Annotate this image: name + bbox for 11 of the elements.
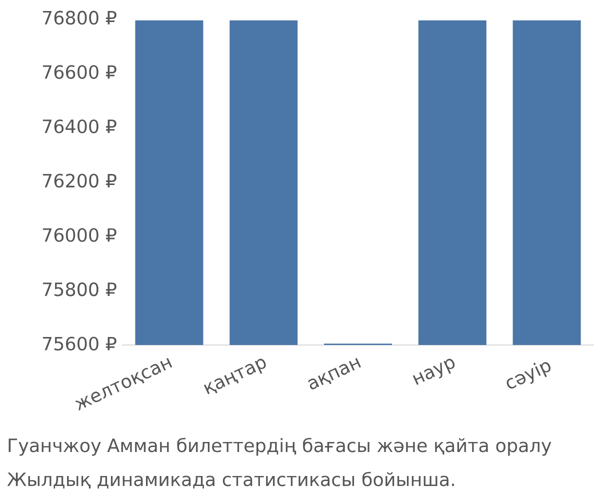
y-tick-label: 75600 ₽ [42,336,116,351]
x-tick-label: наур [412,358,455,385]
x-tick-label: сәуір [506,362,550,389]
y-tick-label: 76600 ₽ [42,65,116,79]
text: Гуанчжоу Амман билеттердің бағасы және қайта оралу [8,438,552,456]
y-tick-label: 76800 ₽ [42,10,116,25]
text: Жылдық динамикада статистикасы бойынша. [7,472,454,489]
y-tick-label: 75800 ₽ [42,282,116,296]
y-tick-label: 76000 ₽ [42,228,116,242]
y-tick-label: 76400 ₽ [42,119,116,134]
y-tick-label: 76200 ₽ [42,174,116,188]
